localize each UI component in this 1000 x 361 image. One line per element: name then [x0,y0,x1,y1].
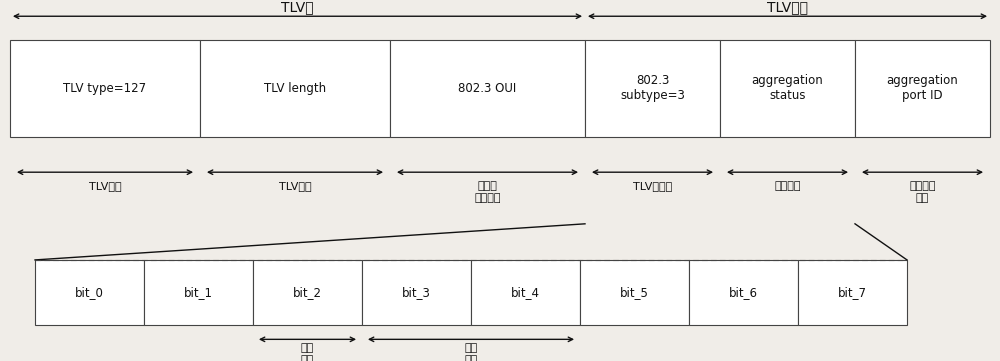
Text: aggregation
status: aggregation status [752,74,823,103]
Text: bit_0: bit_0 [75,286,104,299]
Text: TLV信息: TLV信息 [767,0,808,14]
Bar [390,40,585,137]
Bar [35,260,144,325]
Text: bit_7: bit_7 [838,286,867,299]
Bar [471,260,580,325]
Bar [798,260,907,325]
Text: bit_2: bit_2 [293,286,322,299]
Bar [10,40,200,137]
Text: TLV子类型: TLV子类型 [633,181,672,191]
Text: TLV类型: TLV类型 [89,181,121,191]
Text: bit_4: bit_4 [511,286,540,299]
Bar [580,260,689,325]
Text: bit_5: bit_5 [620,286,649,299]
Text: 802.3
subtype=3: 802.3 subtype=3 [620,74,685,103]
Text: bit_6: bit_6 [729,286,758,299]
Bar [689,260,798,325]
Text: TLV长度: TLV长度 [279,181,311,191]
Text: 聚合端口
标识: 聚合端口 标识 [909,181,936,203]
Bar [585,40,720,137]
Text: TLV头: TLV头 [281,0,314,14]
Bar [200,40,390,137]
Bar [144,260,253,325]
Text: 聚合
类型: 聚合 类型 [301,343,314,361]
Text: bit_1: bit_1 [184,286,213,299]
Text: TLV type=127: TLV type=127 [63,82,147,95]
Text: 自定义
组织标识: 自定义 组织标识 [474,181,501,203]
Bar [855,40,990,137]
Bar [720,40,855,137]
Bar [362,260,471,325]
Text: 端口
状态: 端口 状态 [464,343,478,361]
Text: 聚合状态: 聚合状态 [774,181,801,191]
Bar [253,260,362,325]
Text: aggregation
port ID: aggregation port ID [887,74,958,103]
Text: TLV length: TLV length [264,82,326,95]
Text: bit_3: bit_3 [402,286,431,299]
Text: 802.3 OUI: 802.3 OUI [458,82,517,95]
